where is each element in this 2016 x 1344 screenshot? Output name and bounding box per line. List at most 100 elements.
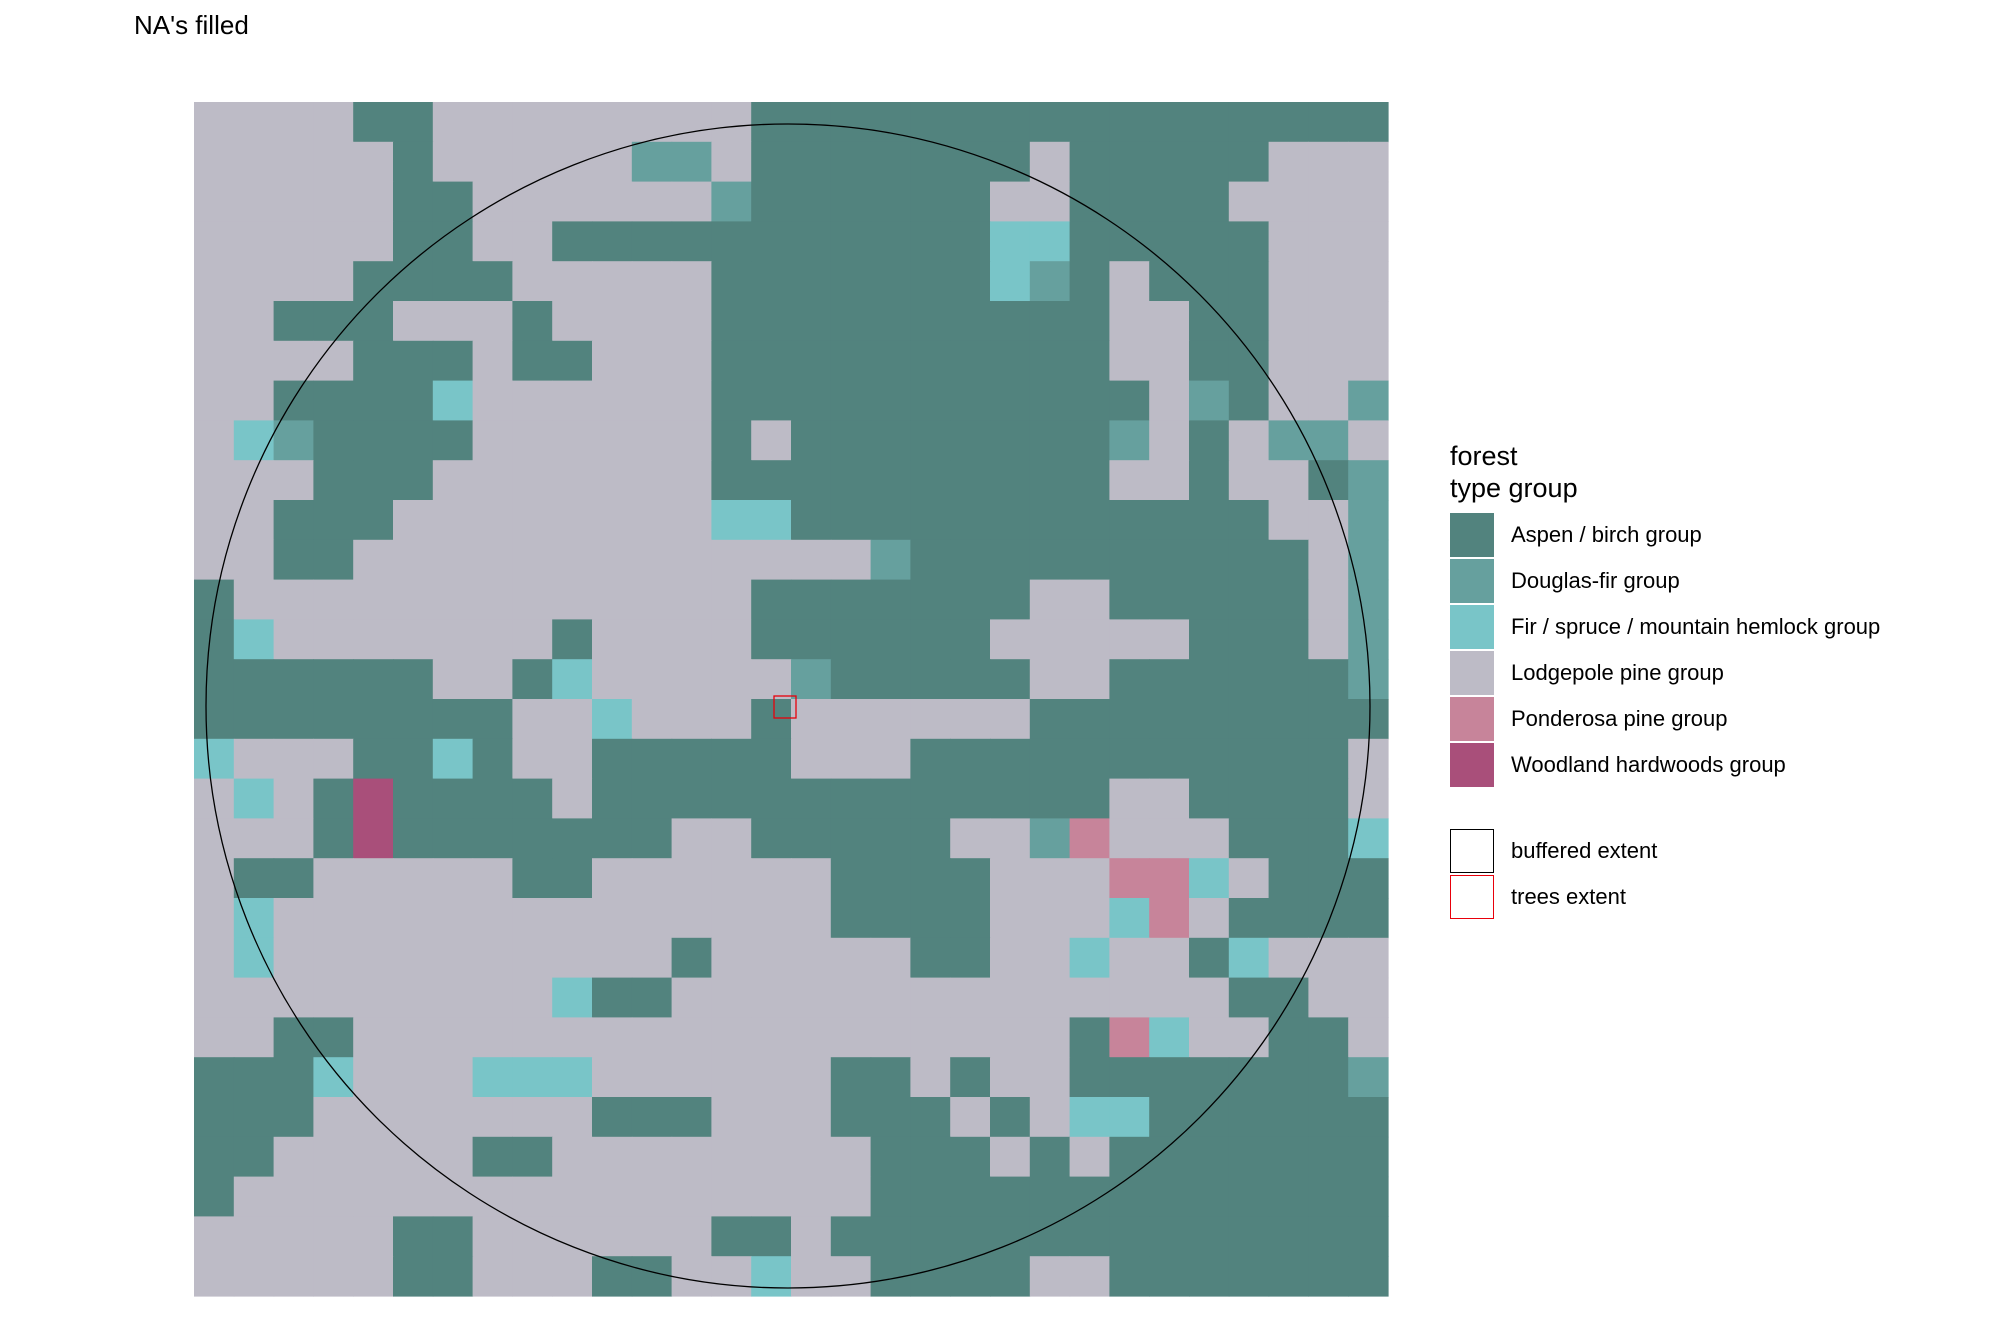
- raster-cell: [1069, 420, 1110, 461]
- raster-cell: [1029, 141, 1071, 183]
- raster-cell: [1109, 738, 1150, 780]
- raster-cell: [671, 380, 712, 421]
- raster-cell: [1149, 420, 1190, 461]
- raster-cell: [432, 1256, 474, 1297]
- raster-cell: [552, 380, 593, 421]
- raster-cell: [751, 221, 792, 262]
- raster-cell: [512, 1256, 553, 1297]
- raster-cell: [313, 1017, 354, 1058]
- raster-cell: [1348, 420, 1389, 461]
- buffered-extent-circle: [205, 123, 1371, 1289]
- legend-label: Woodland hardwoods group: [1511, 752, 1786, 777]
- raster-cell: [1149, 977, 1190, 1018]
- raster-cell: [1308, 1097, 1349, 1138]
- raster-cell: [910, 818, 951, 859]
- raster-cell: [1268, 500, 1309, 541]
- raster-cell: [631, 937, 673, 979]
- raster-cell: [592, 1136, 633, 1178]
- raster-cell: [910, 1256, 951, 1297]
- raster-cell: [791, 898, 832, 939]
- raster-cell: [870, 340, 911, 382]
- raster-cell: [353, 221, 394, 262]
- raster-cell: [1069, 1057, 1110, 1098]
- raster-cell: [194, 977, 235, 1018]
- raster-cell: [592, 380, 633, 421]
- raster-cell: [1189, 1097, 1230, 1138]
- raster-cell: [830, 141, 872, 183]
- raster-cell: [791, 1176, 832, 1217]
- raster-cell: [1029, 699, 1071, 740]
- legend-outline-swatch: [1450, 829, 1494, 873]
- raster-cell: [950, 579, 991, 620]
- raster-cell: [472, 619, 513, 660]
- raster-cell: [1308, 659, 1349, 700]
- raster-cell: [950, 420, 991, 461]
- raster-cell: [711, 977, 752, 1018]
- raster-cell: [1149, 380, 1190, 421]
- raster-cell: [830, 977, 872, 1018]
- raster-cell: [870, 1176, 911, 1217]
- raster-cell: [1069, 1136, 1110, 1178]
- raster-cell: [194, 340, 235, 382]
- raster-cell: [1189, 102, 1230, 143]
- raster-cell: [472, 937, 513, 979]
- raster-cell: [950, 380, 991, 421]
- raster-cell: [1069, 221, 1110, 262]
- raster-cell: [1348, 301, 1389, 342]
- raster-cell: [870, 141, 911, 183]
- raster-cell: [990, 1136, 1031, 1178]
- raster-cell: [950, 221, 991, 262]
- raster-cell: [791, 460, 832, 501]
- raster-cell: [592, 898, 633, 939]
- raster-cell: [233, 699, 275, 740]
- legend-outline-swatch: [1450, 875, 1494, 919]
- raster-cell: [751, 1176, 792, 1217]
- raster-cell: [194, 1017, 235, 1058]
- raster-cell: [552, 818, 593, 859]
- legend-item: Ponderosa pine group: [1450, 696, 1880, 742]
- raster-cell: [1228, 301, 1270, 342]
- raster-cell: [552, 738, 593, 780]
- raster-cell: [1189, 181, 1230, 222]
- raster-cell: [1228, 181, 1270, 222]
- raster-cell: [990, 261, 1031, 302]
- raster-cell: [273, 778, 314, 819]
- raster-cell: [273, 380, 314, 421]
- raster-cell: [552, 898, 593, 939]
- raster-cell: [472, 1256, 513, 1297]
- raster-cell: [1109, 102, 1150, 143]
- raster-cell: [1308, 977, 1349, 1018]
- raster-cell: [393, 102, 434, 143]
- raster-cell: [990, 1216, 1031, 1257]
- raster-cell: [950, 1017, 991, 1058]
- raster-cell: [830, 738, 872, 780]
- raster-cell: [1348, 1017, 1389, 1058]
- raster-cell: [273, 659, 314, 700]
- raster-cell: [910, 858, 951, 899]
- raster-cell: [1149, 181, 1190, 222]
- raster-cell: [711, 1097, 752, 1138]
- raster-cell: [870, 380, 911, 421]
- raster-cell: [950, 1057, 991, 1098]
- raster-cell: [870, 221, 911, 262]
- raster-cell: [751, 340, 792, 382]
- raster-cell: [233, 221, 275, 262]
- raster-cell: [1268, 1216, 1309, 1257]
- raster-cell: [552, 102, 593, 143]
- raster-cell: [1109, 898, 1150, 939]
- raster-cell: [870, 1097, 911, 1138]
- raster-cell: [751, 858, 792, 899]
- raster-cell: [552, 937, 593, 979]
- raster-cell: [1029, 539, 1071, 581]
- raster-cell: [791, 1216, 832, 1257]
- raster-cell: [711, 181, 752, 222]
- raster-cell: [313, 141, 354, 183]
- raster-cell: [751, 659, 792, 700]
- raster-cell: [393, 301, 434, 342]
- raster-cell: [353, 102, 394, 143]
- raster-cell: [1268, 301, 1309, 342]
- raster-cell: [592, 500, 633, 541]
- raster-cell: [631, 340, 673, 382]
- raster-cell: [631, 1017, 673, 1058]
- raster-cell: [1268, 858, 1309, 899]
